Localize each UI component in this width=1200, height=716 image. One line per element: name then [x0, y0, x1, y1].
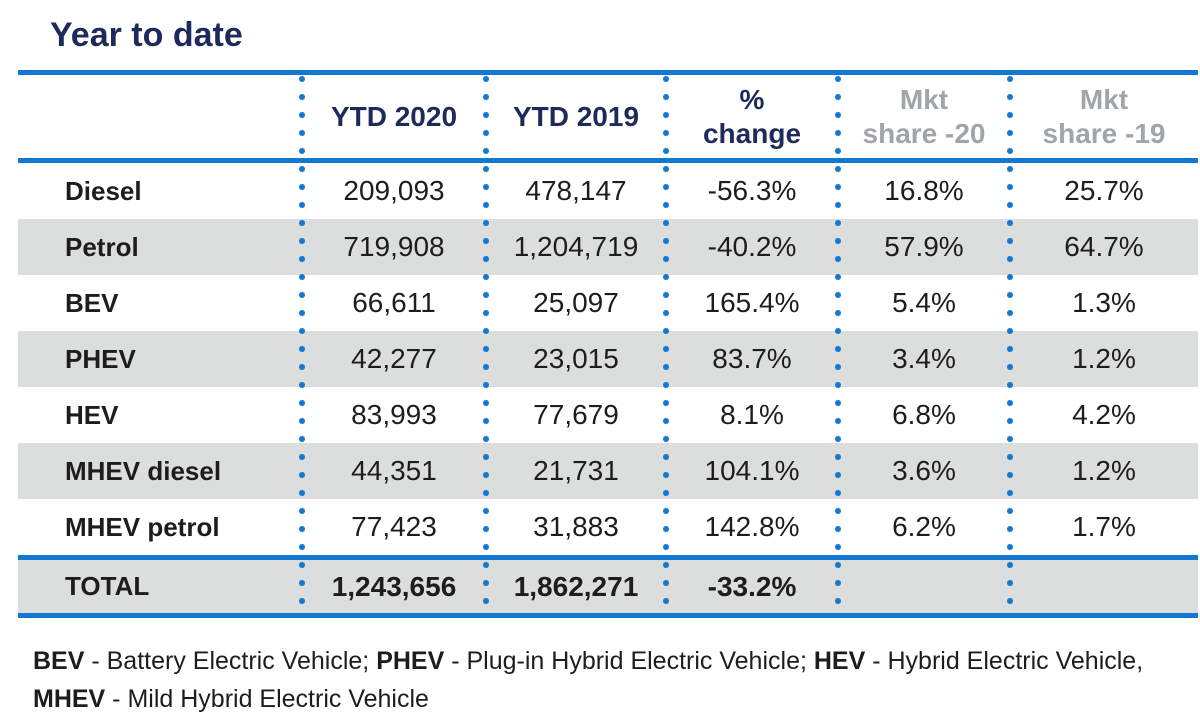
cell-ytd-2020: 66,611	[352, 287, 436, 318]
row-label: MHEV petrol	[65, 511, 220, 542]
cell-ytd-2020: 42,277	[351, 343, 437, 374]
cell-ytd-2019: 478,147	[525, 175, 627, 206]
column-header-label-line2: share -20	[862, 117, 986, 149]
cell-pct-change: 142.8%	[704, 511, 800, 542]
cell-mkt-share-19: 4.2%	[1072, 399, 1136, 430]
table-row: Petrol 719,908 1,204,719 -40.2% 57.9% 64…	[18, 219, 1198, 275]
cell-ytd-2020: 83,993	[351, 399, 437, 430]
footnote-abbr: PHEV	[376, 647, 445, 675]
table-rule-header-bottom	[18, 158, 1198, 163]
cell-pct-change: -56.3%	[707, 175, 797, 206]
column-divider-dots	[483, 70, 489, 618]
cell-ytd-2019: 31,883	[533, 511, 619, 542]
cell-mkt-share-19: 25.7%	[1064, 175, 1144, 206]
cell-mkt-share-19: 1.2%	[1072, 455, 1136, 486]
column-header-label: YTD 2019	[512, 100, 640, 132]
column-header-pct-change: % change	[666, 83, 838, 151]
cell-pct-change: -40.2%	[707, 231, 797, 262]
column-divider-dots	[835, 70, 841, 618]
cell-ytd-2019: 77,679	[533, 399, 619, 430]
table-row: MHEV diesel 44,351 21,731 104.1% 3.6% 1.…	[18, 443, 1198, 499]
column-header-mkt-share-19: Mkt share -19	[1010, 83, 1198, 151]
row-label: HEV	[65, 399, 119, 430]
row-label: BEV	[65, 287, 119, 318]
column-header-label-line1: Mkt	[899, 83, 949, 115]
cell-ytd-2020: 77,423	[351, 511, 437, 542]
cell-ytd-2020: 719,908	[343, 231, 445, 262]
cell-mkt-share-19: 1.7%	[1072, 511, 1136, 542]
footnote: BEV - Battery Electric Vehicle; PHEV - P…	[33, 642, 1173, 716]
table-rule-bottom	[18, 613, 1198, 618]
table-row: BEV 66,611 25,097 165.4% 5.4% 1.3%	[18, 275, 1198, 331]
table-body: Diesel 209,093 478,147 -56.3% 16.8% 25.7…	[18, 163, 1198, 555]
cell-pct-change: 165.4%	[704, 287, 800, 318]
cell-total-ytd-2019: 1,862,271	[513, 570, 639, 602]
total-row: TOTAL 1,243,656 1,862,271 -33.2%	[18, 560, 1198, 613]
row-label: PHEV	[65, 343, 136, 374]
table-row: MHEV petrol 77,423 31,883 142.8% 6.2% 1.…	[18, 499, 1198, 555]
footnote-text: BEV - Battery Electric Vehicle; PHEV - P…	[33, 647, 1144, 713]
cell-ytd-2020: 44,351	[351, 455, 437, 486]
cell-ytd-2019: 25,097	[533, 287, 619, 318]
cell-pct-change: 104.1%	[704, 455, 800, 486]
footnote-abbr: MHEV	[33, 685, 106, 713]
column-divider-dots	[299, 70, 305, 618]
footnote-abbr: HEV	[813, 647, 866, 675]
cell-mkt-share-20: 57.9%	[884, 231, 964, 262]
cell-ytd-2019: 1,204,719	[513, 231, 639, 262]
table-row: HEV 83,993 77,679 8.1% 6.8% 4.2%	[18, 387, 1198, 443]
cell-mkt-share-20: 16.8%	[884, 175, 964, 206]
row-label: Petrol	[65, 231, 139, 262]
table-rule-above-total	[18, 555, 1198, 560]
column-header-label-line1: %	[739, 83, 765, 115]
row-label: Diesel	[65, 175, 142, 206]
cell-ytd-2019: 23,015	[533, 343, 619, 374]
table-rule-top	[18, 70, 1198, 75]
column-divider-dots	[663, 70, 669, 618]
cell-mkt-share-20: 5.4%	[892, 287, 956, 318]
column-header-label-line2: change	[702, 117, 802, 149]
cell-mkt-share-20: 3.4%	[892, 343, 956, 374]
page-title: Year to date	[50, 16, 243, 54]
column-header-ytd-2020: YTD 2020	[302, 100, 486, 134]
table-header-row: YTD 2020 YTD 2019 % change Mkt share -20…	[18, 75, 1198, 158]
column-header-ytd-2019: YTD 2019	[486, 100, 666, 134]
ytd-registrations-table: YTD 2020 YTD 2019 % change Mkt share -20…	[18, 70, 1198, 618]
cell-mkt-share-20: 6.8%	[892, 399, 956, 430]
cell-ytd-2020: 209,093	[343, 175, 445, 206]
column-header-label-line2: share -19	[1042, 117, 1166, 149]
cell-mkt-share-20: 6.2%	[892, 511, 956, 542]
cell-mkt-share-20: 3.6%	[892, 455, 956, 486]
table-row: Diesel 209,093 478,147 -56.3% 16.8% 25.7…	[18, 163, 1198, 219]
column-divider-dots	[1007, 70, 1013, 618]
column-header-mkt-share-20: Mkt share -20	[838, 83, 1010, 151]
column-header-label: YTD 2020	[330, 100, 458, 132]
footnote-abbr: BEV	[33, 647, 85, 675]
table-row: PHEV 42,277 23,015 83.7% 3.4% 1.2%	[18, 331, 1198, 387]
cell-pct-change: 8.1%	[720, 399, 784, 430]
cell-total-ytd-2020: 1,243,656	[331, 570, 457, 602]
cell-mkt-share-19: 1.2%	[1072, 343, 1136, 374]
cell-pct-change: 83.7%	[712, 343, 792, 374]
row-label: TOTAL	[65, 571, 150, 601]
cell-mkt-share-19: 64.7%	[1064, 231, 1144, 262]
cell-total-pct-change: -33.2%	[707, 570, 797, 602]
cell-ytd-2019: 21,731	[533, 455, 619, 486]
cell-mkt-share-19: 1.3%	[1072, 287, 1136, 318]
row-label: MHEV diesel	[65, 455, 222, 486]
column-header-label-line1: Mkt	[1079, 83, 1129, 115]
